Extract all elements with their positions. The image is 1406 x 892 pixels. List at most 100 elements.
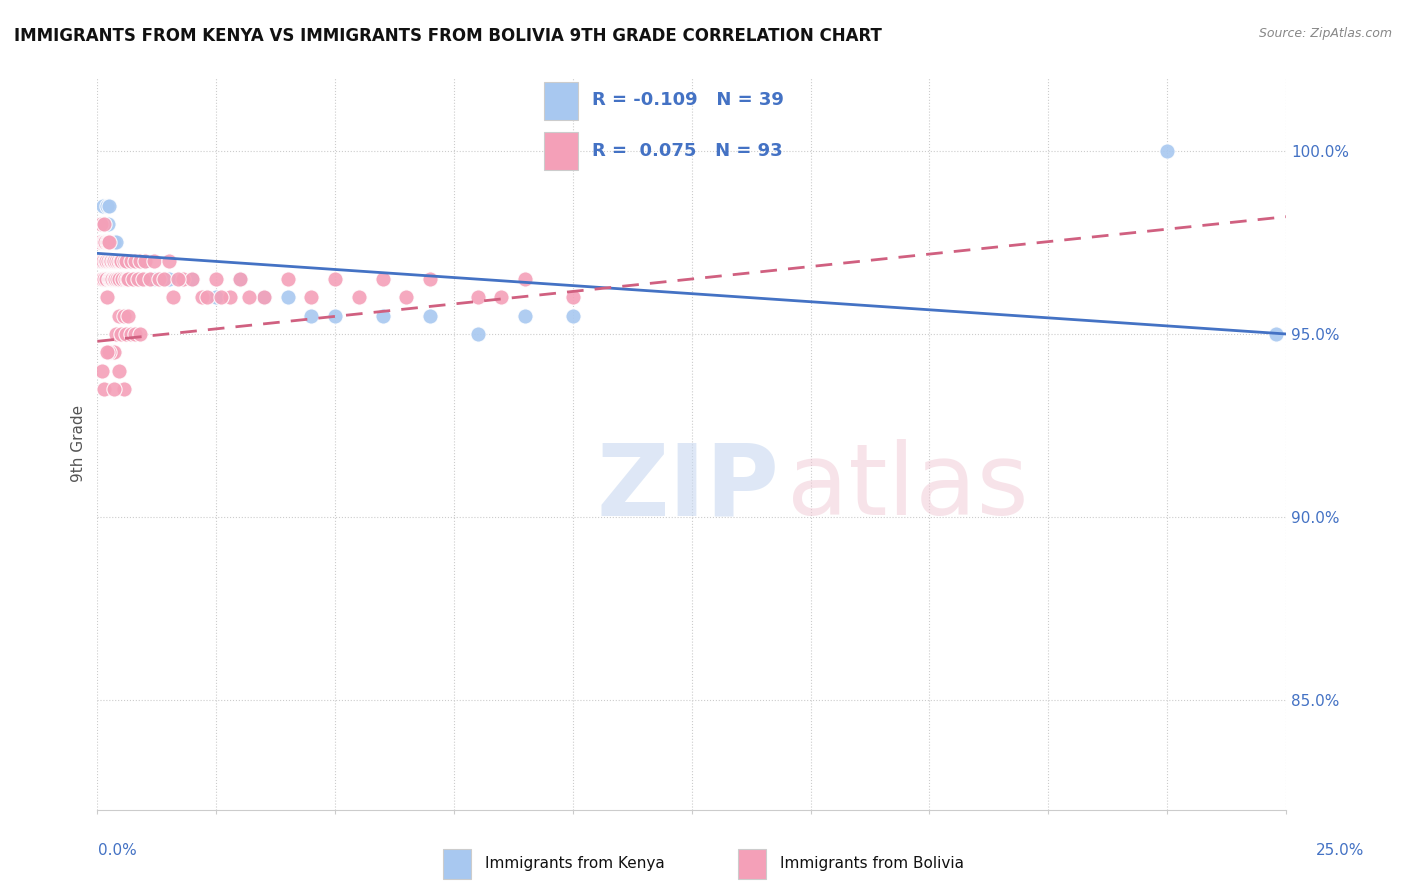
Point xyxy=(299,290,322,304)
Point xyxy=(195,290,218,304)
Point xyxy=(112,382,135,396)
Point xyxy=(110,326,132,341)
Point xyxy=(103,253,125,268)
Point xyxy=(115,326,138,341)
Point xyxy=(105,272,128,286)
Point xyxy=(96,290,118,304)
Point xyxy=(561,309,583,323)
Point xyxy=(172,272,194,286)
Point xyxy=(491,290,513,304)
Point xyxy=(120,253,142,268)
Point xyxy=(94,272,117,286)
Point xyxy=(94,235,117,250)
Point xyxy=(90,217,112,231)
Point xyxy=(115,272,138,286)
Point xyxy=(100,253,122,268)
Point xyxy=(90,253,112,268)
Point xyxy=(143,272,166,286)
Point xyxy=(138,272,160,286)
Point xyxy=(91,199,114,213)
Point xyxy=(229,272,252,286)
Point xyxy=(114,272,136,286)
Point xyxy=(108,253,131,268)
Point xyxy=(107,272,129,286)
FancyBboxPatch shape xyxy=(738,849,766,880)
Point xyxy=(96,345,118,359)
Point xyxy=(181,272,204,286)
Point xyxy=(253,290,276,304)
Point xyxy=(299,309,322,323)
Point xyxy=(205,272,228,286)
Point xyxy=(467,290,489,304)
Point xyxy=(253,290,276,304)
Point xyxy=(129,326,152,341)
Point xyxy=(97,235,120,250)
Point xyxy=(115,272,138,286)
Point xyxy=(561,290,583,304)
Point xyxy=(371,272,394,286)
Text: IMMIGRANTS FROM KENYA VS IMMIGRANTS FROM BOLIVIA 9TH GRADE CORRELATION CHART: IMMIGRANTS FROM KENYA VS IMMIGRANTS FROM… xyxy=(14,27,882,45)
Point xyxy=(148,272,170,286)
Point xyxy=(96,199,118,213)
Point xyxy=(91,363,114,377)
Point xyxy=(105,253,128,268)
FancyBboxPatch shape xyxy=(544,132,578,169)
Point xyxy=(134,253,156,268)
Point xyxy=(98,235,121,250)
Point xyxy=(157,272,180,286)
Point xyxy=(124,272,146,286)
Point xyxy=(117,272,139,286)
Point xyxy=(103,235,125,250)
Point xyxy=(191,290,214,304)
Point xyxy=(93,217,115,231)
Point xyxy=(467,326,489,341)
FancyBboxPatch shape xyxy=(443,849,471,880)
Point xyxy=(277,272,299,286)
Point xyxy=(91,272,114,286)
Point xyxy=(107,363,129,377)
Y-axis label: 9th Grade: 9th Grade xyxy=(72,405,86,483)
Point xyxy=(134,253,156,268)
Point xyxy=(157,253,180,268)
Point xyxy=(110,253,132,268)
Point xyxy=(96,235,118,250)
Point xyxy=(101,253,124,268)
Text: Immigrants from Bolivia: Immigrants from Bolivia xyxy=(780,855,965,871)
Point xyxy=(111,272,134,286)
Point xyxy=(91,253,114,268)
Point xyxy=(117,309,139,323)
Point xyxy=(127,272,149,286)
Point xyxy=(1156,144,1178,158)
Point xyxy=(100,235,122,250)
Text: 25.0%: 25.0% xyxy=(1316,843,1364,858)
Point xyxy=(91,235,114,250)
Point xyxy=(129,253,152,268)
Point xyxy=(110,253,132,268)
Point xyxy=(238,290,260,304)
Point xyxy=(93,217,115,231)
Point xyxy=(131,272,153,286)
Point xyxy=(89,235,111,250)
Point xyxy=(107,253,129,268)
Point xyxy=(100,253,122,268)
Point xyxy=(419,309,441,323)
Point xyxy=(129,272,152,286)
Point xyxy=(97,253,120,268)
Point xyxy=(107,309,129,323)
Point xyxy=(98,272,121,286)
Point xyxy=(100,272,122,286)
Point xyxy=(347,290,370,304)
Point xyxy=(93,272,115,286)
Point xyxy=(209,290,232,304)
Text: R = -0.109   N = 39: R = -0.109 N = 39 xyxy=(592,91,783,109)
Point xyxy=(1265,326,1288,341)
Point xyxy=(104,272,127,286)
Point xyxy=(419,272,441,286)
Point xyxy=(96,253,118,268)
Point xyxy=(93,235,115,250)
Point xyxy=(395,290,418,304)
Text: Immigrants from Kenya: Immigrants from Kenya xyxy=(485,855,665,871)
Point xyxy=(120,253,142,268)
Point xyxy=(100,272,122,286)
Point xyxy=(108,272,131,286)
